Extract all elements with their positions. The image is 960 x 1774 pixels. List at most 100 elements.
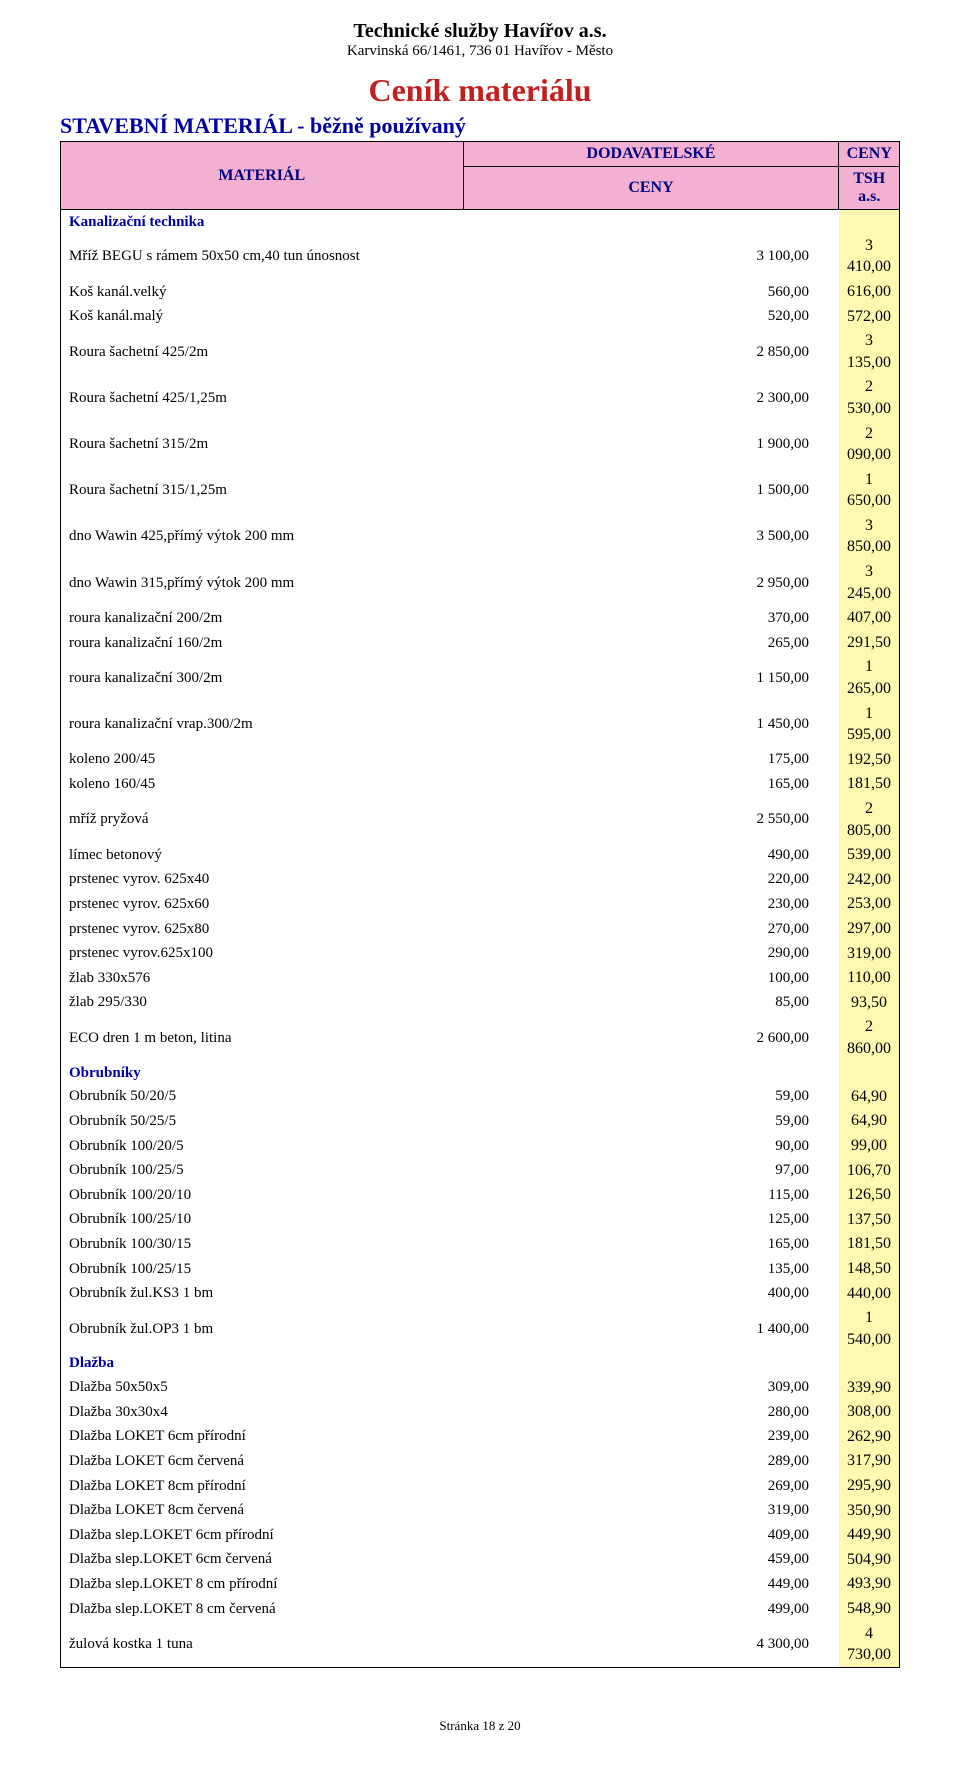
supplier-price: 409,00: [463, 1523, 839, 1548]
material-name: Obrubník 100/25/5: [61, 1158, 464, 1183]
material-name: roura kanalizační 200/2m: [61, 606, 464, 631]
tsh-price: 295,90: [839, 1473, 900, 1498]
material-name: Koš kanál.malý: [61, 304, 464, 329]
table-row: roura kanalizační 300/2m1 150,001 265,00: [61, 655, 900, 701]
table-row: Mříž BEGU s rámem 50x50 cm,40 tun únosno…: [61, 233, 900, 279]
supplier-price: 560,00: [463, 279, 839, 304]
table-row: mříž pryžová2 550,002 805,00: [61, 797, 900, 843]
material-name: žlab 330x576: [61, 966, 464, 991]
material-name: Dlažba LOKET 8cm červená: [61, 1498, 464, 1523]
material-name: Dlažba slep.LOKET 8 cm červená: [61, 1596, 464, 1621]
tsh-price: 317,90: [839, 1449, 900, 1474]
section-header: Kanalizační technika: [61, 210, 900, 234]
tsh-price: 297,00: [839, 916, 900, 941]
supplier-price: 3 100,00: [463, 233, 839, 279]
material-name: Obrubník 100/20/10: [61, 1183, 464, 1208]
table-row: roura kanalizační 200/2m370,00407,00: [61, 606, 900, 631]
tsh-price: 253,00: [839, 892, 900, 917]
tsh-price: 308,00: [839, 1400, 900, 1425]
material-name: prstenec vyrov. 625x40: [61, 867, 464, 892]
table-row: Roura šachetní 425/2m2 850,003 135,00: [61, 329, 900, 375]
price-table: MATERIÁL DODAVATELSKÉ CENY CENY TSH a.s.…: [60, 141, 900, 1668]
table-row: Dlažba LOKET 6cm červená289,00317,90: [61, 1449, 900, 1474]
tsh-price: 2 530,00: [839, 375, 900, 421]
table-row: Koš kanál.velký560,00616,00: [61, 279, 900, 304]
supplier-price: 270,00: [463, 916, 839, 941]
tsh-price: 181,50: [839, 772, 900, 797]
material-name: Dlažba 50x50x5: [61, 1375, 464, 1400]
col-supplier-1: DODAVATELSKÉ: [463, 142, 839, 167]
table-row: koleno 160/45165,00181,50: [61, 772, 900, 797]
tsh-price: 319,00: [839, 941, 900, 966]
supplier-price: 290,00: [463, 941, 839, 966]
tsh-price: 192,50: [839, 747, 900, 772]
table-row: prstenec vyrov.625x100290,00319,00: [61, 941, 900, 966]
supplier-price: 2 300,00: [463, 375, 839, 421]
main-title: Ceník materiálu: [60, 72, 900, 109]
section-header: Obrubníky: [61, 1061, 900, 1084]
table-row: Dlažba slep.LOKET 6cm přírodní409,00449,…: [61, 1523, 900, 1548]
supplier-price: 400,00: [463, 1281, 839, 1306]
table-row: Dlažba 30x30x4280,00308,00: [61, 1400, 900, 1425]
tsh-price: 3 135,00: [839, 329, 900, 375]
col-supplier-2: CENY: [463, 167, 839, 210]
tsh-price: 2 860,00: [839, 1015, 900, 1061]
supplier-price: 265,00: [463, 630, 839, 655]
supplier-price: 1 500,00: [463, 467, 839, 513]
material-name: koleno 160/45: [61, 772, 464, 797]
tsh-price: 93,50: [839, 990, 900, 1015]
material-name: Obrubník 100/25/15: [61, 1256, 464, 1281]
supplier-price: 289,00: [463, 1449, 839, 1474]
supplier-price: 499,00: [463, 1596, 839, 1621]
tsh-price: 539,00: [839, 843, 900, 868]
material-name: Obrubník žul.OP3 1 bm: [61, 1306, 464, 1352]
supplier-price: 165,00: [463, 1232, 839, 1257]
material-name: Obrubník 100/20/5: [61, 1133, 464, 1158]
tsh-price: 572,00: [839, 304, 900, 329]
table-row: Obrubník 100/25/10125,00137,50: [61, 1207, 900, 1232]
table-row: Dlažba 50x50x5309,00339,90: [61, 1375, 900, 1400]
tsh-price: 2 805,00: [839, 797, 900, 843]
tsh-price: 64,90: [839, 1109, 900, 1134]
material-name: ECO dren 1 m beton, litina: [61, 1015, 464, 1061]
supplier-price: 125,00: [463, 1207, 839, 1232]
table-row: Roura šachetní 425/1,25m2 300,002 530,00: [61, 375, 900, 421]
table-row: Obrubník žul.OP3 1 bm1 400,001 540,00: [61, 1306, 900, 1352]
material-name: prstenec vyrov. 625x80: [61, 916, 464, 941]
supplier-price: 520,00: [463, 304, 839, 329]
tsh-price: 137,50: [839, 1207, 900, 1232]
material-name: Roura šachetní 425/1,25m: [61, 375, 464, 421]
supplier-price: 1 400,00: [463, 1306, 839, 1352]
material-name: prstenec vyrov. 625x60: [61, 892, 464, 917]
material-name: Dlažba 30x30x4: [61, 1400, 464, 1425]
tsh-price: 493,90: [839, 1572, 900, 1597]
table-row: koleno 200/45175,00192,50: [61, 747, 900, 772]
material-name: koleno 200/45: [61, 747, 464, 772]
tsh-price: 1 595,00: [839, 701, 900, 747]
supplier-price: 239,00: [463, 1424, 839, 1449]
tsh-price: 291,50: [839, 630, 900, 655]
table-row: límec betonový490,00539,00: [61, 843, 900, 868]
company-name: Technické služby Havířov a.s.: [60, 20, 900, 43]
table-row: dno Wawin 425,přímý výtok 200 mm3 500,00…: [61, 513, 900, 559]
tsh-price: 110,00: [839, 966, 900, 991]
page-footer: Stránka 18 z 20: [60, 1718, 900, 1734]
supplier-price: 1 150,00: [463, 655, 839, 701]
material-name: Mříž BEGU s rámem 50x50 cm,40 tun únosno…: [61, 233, 464, 279]
supplier-price: 4 300,00: [463, 1621, 839, 1668]
tsh-price: 1 540,00: [839, 1306, 900, 1352]
table-row: Roura šachetní 315/1,25m1 500,001 650,00: [61, 467, 900, 513]
supplier-price: 115,00: [463, 1183, 839, 1208]
tsh-price: 616,00: [839, 279, 900, 304]
table-row: prstenec vyrov. 625x40220,00242,00: [61, 867, 900, 892]
supplier-price: 2 600,00: [463, 1015, 839, 1061]
material-name: Roura šachetní 425/2m: [61, 329, 464, 375]
supplier-price: 1 450,00: [463, 701, 839, 747]
supplier-price: 59,00: [463, 1084, 839, 1109]
material-name: Obrubník 50/20/5: [61, 1084, 464, 1109]
material-name: roura kanalizační vrap.300/2m: [61, 701, 464, 747]
col-tsh-2: TSH a.s.: [839, 167, 900, 210]
tsh-price: 99,00: [839, 1133, 900, 1158]
material-name: Obrubník 100/25/10: [61, 1207, 464, 1232]
supplier-price: 175,00: [463, 747, 839, 772]
